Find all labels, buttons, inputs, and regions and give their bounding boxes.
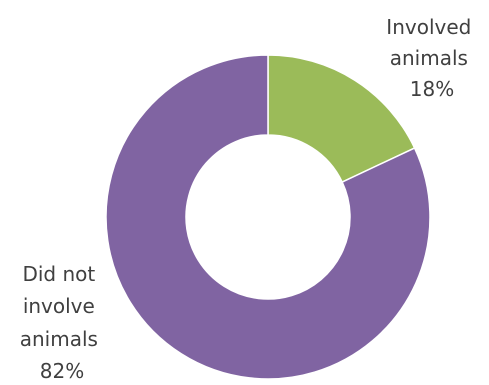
data-label-line: Involved bbox=[386, 15, 471, 39]
data-label-line: Did not bbox=[22, 262, 95, 286]
data-label-line: animals bbox=[390, 46, 468, 70]
data-label-line: 18% bbox=[410, 77, 454, 101]
data-label-did-not-involve-animals: Did not involve animals 82% bbox=[20, 262, 105, 383]
data-label-line: 82% bbox=[40, 359, 84, 383]
donut-slice-did-not-involve-animals bbox=[105, 54, 431, 380]
donut-slice-involved-animals bbox=[267, 54, 416, 184]
data-label-line: involve bbox=[23, 294, 95, 318]
data-label-line: animals bbox=[20, 327, 98, 351]
donut-slices bbox=[105, 54, 431, 380]
data-label-involved-animals: Involved animals 18% bbox=[386, 15, 477, 101]
